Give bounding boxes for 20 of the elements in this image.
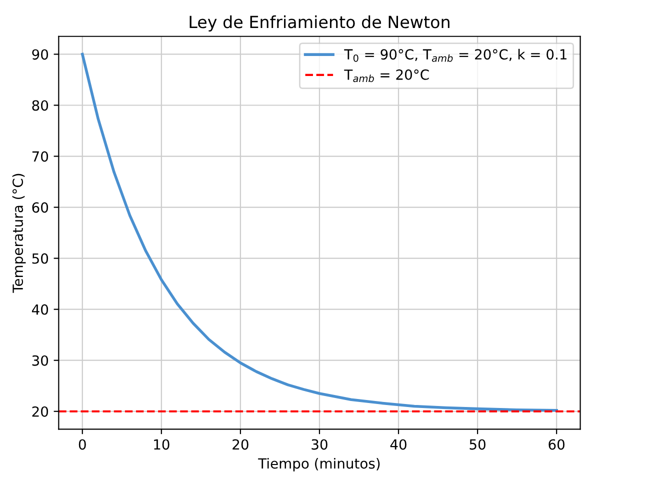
y-tick-label: 40 bbox=[32, 304, 48, 315]
x-tick-label: 60 bbox=[548, 439, 564, 450]
x-tick-label: 0 bbox=[78, 439, 86, 450]
x-tick-label: 40 bbox=[390, 439, 406, 450]
y-axis-title: Temperatura (°C) bbox=[12, 174, 26, 293]
y-tick-label: 80 bbox=[32, 100, 48, 111]
y-tick-label: 90 bbox=[32, 49, 48, 60]
y-tick-label: 30 bbox=[32, 355, 48, 366]
chart-title: Ley de Enfriamiento de Newton bbox=[190, 15, 450, 32]
x-tick-label: 10 bbox=[154, 439, 170, 450]
x-tick-label: 30 bbox=[312, 439, 328, 450]
y-tick-label: 60 bbox=[32, 202, 48, 213]
y-tick-label: 50 bbox=[32, 253, 48, 264]
x-axis-title: Tiempo (minutos) bbox=[258, 458, 380, 472]
x-tick-label: 20 bbox=[232, 439, 248, 450]
legend-label: T$_{0}$ = 90°C, T$_{amb}$ = 20°C, k = 0.1 bbox=[344, 48, 566, 62]
legend-label: T$_{amb}$ = 20°C bbox=[344, 69, 429, 82]
y-tick-label: 20 bbox=[32, 406, 48, 417]
y-tick-label: 70 bbox=[32, 151, 48, 162]
x-tick-label: 50 bbox=[470, 439, 486, 450]
